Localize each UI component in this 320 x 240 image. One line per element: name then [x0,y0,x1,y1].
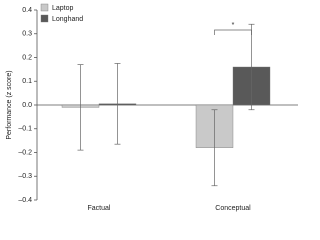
error-bar [114,63,121,145]
y-tick-label: –0.2 [18,149,32,156]
y-tick-label: 0.2 [22,54,32,61]
chart: Performance (z score) –0.4 –0.3 –0.2 –0.1 0.… [6,3,298,212]
error-bar [77,64,84,151]
annotation: * [232,22,235,29]
y-tick-label: –0.1 [18,126,32,133]
legend-swatch [40,14,49,23]
legend-label: Longhand [52,16,83,23]
y-tick-label: 0.3 [22,31,32,38]
y-tick-label: 0.1 [22,78,32,85]
error-bar [248,23,255,111]
x-tick-label: Factual [88,205,111,212]
y-tick-label: 0.0 [22,102,32,109]
y-tick-label: 0.4 [22,7,32,14]
significance-bracket [214,29,252,35]
y-axis-label: Performance (z score) [6,70,13,139]
y-tick-label: –0.4 [18,197,32,204]
legend-swatch [40,3,49,12]
legend-label: Laptop [52,5,74,12]
x-tick-label: Conceptual [215,205,251,212]
error-bar [211,109,218,187]
y-tick-label: –0.3 [18,173,32,180]
